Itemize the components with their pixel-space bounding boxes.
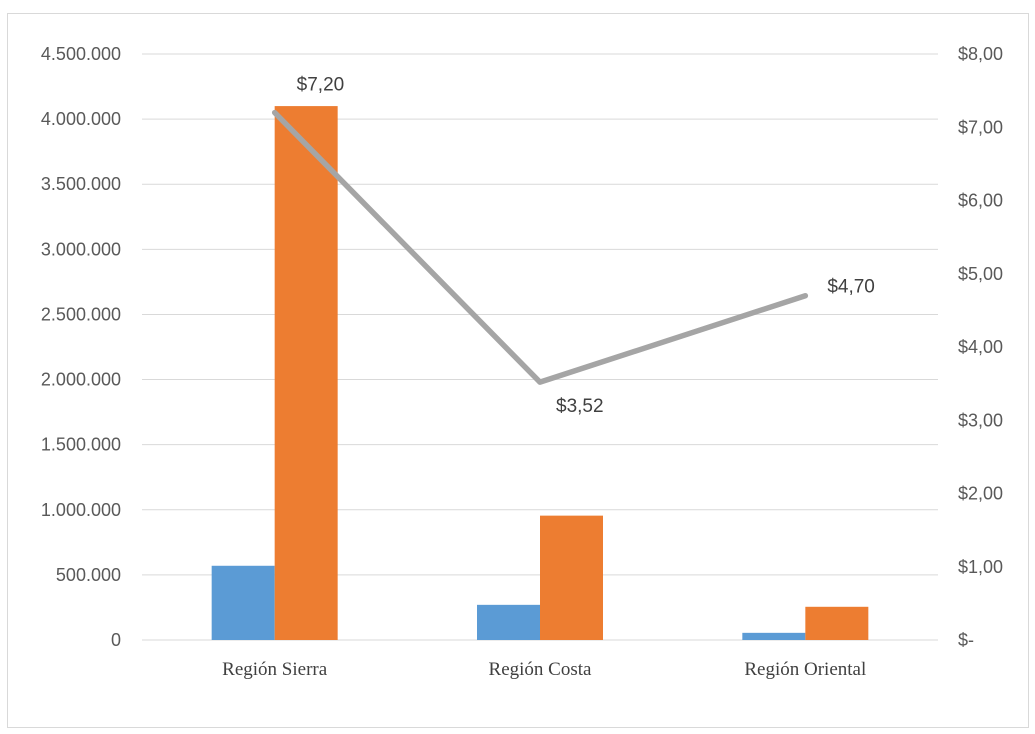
category-label: Región Sierra [222,659,328,680]
line-series-path [271,109,809,385]
bar-1 [477,604,540,640]
category-axis-labels: Región Sierra Región Costa Región Oriental [222,659,866,680]
right-tick-label: $2,00 [958,484,1003,504]
left-tick-label: 4.500.000 [41,44,121,64]
left-tick-label: 3.500.000 [41,174,121,194]
right-tick-label: $6,00 [958,191,1003,211]
left-tick-label: 2.000.000 [41,370,121,390]
left-tick-label: 0 [111,630,121,650]
right-tick-label: $1,00 [958,557,1003,577]
right-tick-label: $3,00 [958,410,1003,430]
right-tick-label: $4,00 [958,337,1003,357]
line-data-label: $7,20 [297,75,345,96]
left-axis-ticks: 0 500.000 1.000.000 1.500.000 2.000.000 2.500… [41,44,121,650]
category-label: Región Costa [489,659,592,680]
right-axis-ticks: $- $1,00 $2,00 $3,00 $4,00 $5,00 $6,00 $7,00 $8,… [958,44,1003,650]
right-tick-label: $5,00 [958,264,1003,284]
line-data-labels: $7,20 $3,52 $4,70 [297,75,875,418]
right-tick-label: $7,00 [958,117,1003,137]
bar-1 [742,632,806,640]
bar-2 [274,106,338,641]
left-tick-label: 3.000.000 [41,239,121,259]
bar-2 [805,606,869,640]
left-tick-label: 1.500.000 [41,435,121,455]
bar-2 [540,515,603,640]
left-tick-label: 500.000 [56,565,121,585]
line-series [271,109,809,385]
right-tick-label: $- [958,630,974,650]
line-data-label: $3,52 [556,396,604,417]
right-tick-label: $8,00 [958,44,1003,64]
bar-1 [211,565,275,640]
category-label: Región Oriental [744,659,866,680]
left-tick-label: 4.000.000 [41,109,121,129]
left-tick-label: 2.500.000 [41,304,121,324]
bar-series [211,106,869,641]
left-tick-label: 1.000.000 [41,500,121,520]
line-data-label: $4,70 [827,277,875,298]
